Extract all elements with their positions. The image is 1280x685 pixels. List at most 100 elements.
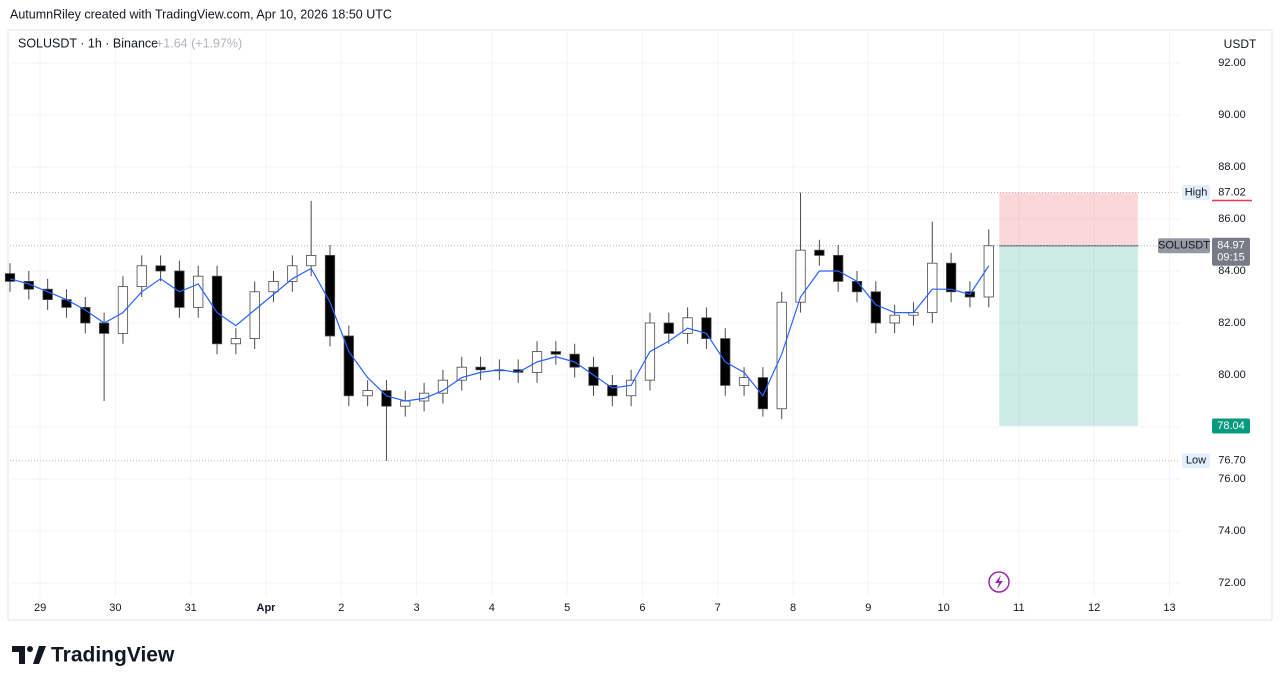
- low-value: 76.70: [1218, 455, 1246, 467]
- high-value: 87.02: [1218, 186, 1246, 198]
- candle-body: [155, 265, 166, 272]
- candle-body: [193, 275, 204, 308]
- high-label: High: [1185, 186, 1208, 198]
- candle-body: [324, 254, 336, 337]
- high-label-bg: [1182, 184, 1210, 200]
- candle-body: [663, 322, 674, 334]
- logo-slash: [33, 646, 46, 664]
- target-zone: [999, 245, 1138, 426]
- y-tick-label: 76.00: [1218, 473, 1246, 485]
- candle-body: [607, 384, 618, 397]
- y-tick-label: 72.00: [1218, 577, 1246, 589]
- y-tick-label: 82.00: [1218, 317, 1246, 329]
- x-tick-label: 8: [790, 602, 796, 614]
- candle-body: [211, 275, 223, 345]
- candle-body: [626, 379, 637, 397]
- alert-icon: [988, 571, 1010, 593]
- candle-body: [795, 249, 806, 303]
- candle-body: [889, 314, 900, 324]
- logo: TradingView: [12, 644, 175, 667]
- attribution: AutumnRiley created with TradingView.com…: [10, 7, 392, 21]
- candle-body: [475, 366, 486, 371]
- candle-body: [550, 351, 561, 355]
- candle-body: [437, 379, 449, 394]
- target-label-bg: [1212, 418, 1250, 434]
- x-tick-label: 29: [34, 602, 46, 614]
- candle-body: [4, 273, 16, 282]
- y-tick-label: 86.00: [1218, 213, 1246, 225]
- last-symbol-bg: [1158, 238, 1210, 254]
- x-tick-label: Apr: [257, 602, 277, 614]
- x-tick-label: 2: [338, 602, 344, 614]
- candle-body: [99, 322, 110, 334]
- countdown: 09:15: [1217, 252, 1245, 264]
- candle-body: [418, 392, 430, 402]
- x-tick-label: 7: [715, 602, 721, 614]
- x-tick-label: 31: [185, 602, 197, 614]
- x-tick-label: 9: [865, 602, 871, 614]
- x-tick-label: 12: [1088, 602, 1100, 614]
- low-label-bg: [1182, 453, 1210, 469]
- candle-body: [851, 280, 863, 293]
- chart-title: SOLUSDT · 1h · Binance: [18, 36, 158, 50]
- candle-body: [757, 377, 769, 410]
- candle-body: [42, 288, 53, 300]
- y-tick-label: 90.00: [1218, 109, 1246, 121]
- moving-average: [9, 265, 990, 402]
- candle-body: [117, 286, 129, 334]
- candle-body: [287, 265, 298, 282]
- x-tick-label: 13: [1163, 602, 1175, 614]
- candle-body: [833, 254, 844, 282]
- candle-body: [738, 377, 750, 386]
- candle-body: [136, 265, 147, 287]
- candle-body: [814, 249, 825, 256]
- stop-zone: [999, 192, 1138, 246]
- logo-dot: [27, 646, 33, 652]
- change: +1.64 (+1.97%): [156, 36, 242, 50]
- candle-body: [249, 291, 260, 339]
- y-tick-label: 92.00: [1218, 57, 1246, 69]
- candle-body: [400, 400, 411, 407]
- x-tick-label: 30: [109, 602, 121, 614]
- x-tick-label: 5: [564, 602, 570, 614]
- logo-mark: [12, 646, 25, 664]
- target-label: 78.04: [1217, 420, 1245, 432]
- logo-text: TradingView: [51, 644, 175, 667]
- candle-body: [456, 366, 467, 381]
- last-price: 84.97: [1217, 240, 1245, 252]
- candle-body: [306, 254, 317, 267]
- candle-body: [870, 291, 881, 324]
- candle-body: [362, 390, 373, 397]
- y-tick-label: 84.00: [1218, 265, 1246, 277]
- candle-body: [588, 366, 599, 386]
- candle-body: [682, 317, 693, 334]
- x-tick-label: 3: [414, 602, 420, 614]
- last-symbol: SOLUSDT: [1158, 240, 1210, 252]
- candle-body: [23, 280, 34, 290]
- x-tick-label: 6: [639, 602, 645, 614]
- candle-body: [80, 306, 91, 324]
- candle-body: [230, 338, 241, 345]
- candle-body: [983, 245, 994, 298]
- y-tick-label: 74.00: [1218, 525, 1246, 537]
- y-tick-label: 80.00: [1218, 369, 1246, 381]
- low-label: Low: [1186, 455, 1206, 467]
- plot: [4, 30, 1180, 597]
- candle-body: [381, 390, 392, 407]
- x-tick-label: 4: [489, 602, 495, 614]
- y-axis-label: USDT: [1224, 37, 1257, 51]
- chart-frame: [7, 29, 1273, 621]
- y-tick-label: 88.00: [1218, 161, 1246, 173]
- candle-body: [343, 335, 354, 397]
- axis-label-bg: [1212, 33, 1266, 55]
- candle-body: [268, 280, 279, 293]
- candle-body: [946, 262, 957, 293]
- candle-body: [927, 262, 938, 313]
- alert-bolt: [995, 575, 1003, 589]
- candle-body: [701, 317, 712, 339]
- last-price-bg: [1212, 237, 1250, 266]
- x-tick-label: 10: [937, 602, 949, 614]
- x-tick-label: 11: [1013, 602, 1024, 614]
